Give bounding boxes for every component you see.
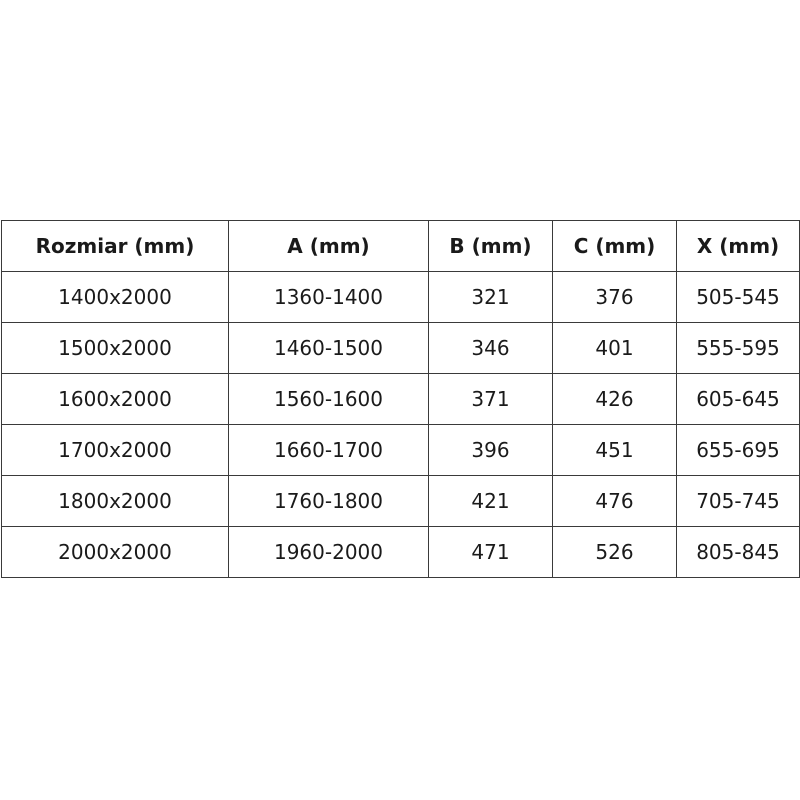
cell-x: 605-645 xyxy=(676,373,800,425)
cell-size: 1800x2000 xyxy=(1,475,229,527)
cell-a: 1560-1600 xyxy=(228,373,429,425)
cell-x: 805-845 xyxy=(676,526,800,578)
cell-size: 1500x2000 xyxy=(1,322,229,374)
header-row: Rozmiar (mm) A (mm) B (mm) C (mm) X (mm) xyxy=(1,220,800,272)
cell-b: 421 xyxy=(428,475,553,527)
table-row: 2000x2000 1960-2000 471 526 805-845 xyxy=(1,526,800,578)
header-c: C (mm) xyxy=(552,220,677,272)
cell-size: 2000x2000 xyxy=(1,526,229,578)
cell-size: 1600x2000 xyxy=(1,373,229,425)
cell-x: 705-745 xyxy=(676,475,800,527)
cell-c: 426 xyxy=(552,373,677,425)
header-b: B (mm) xyxy=(428,220,553,272)
cell-a: 1960-2000 xyxy=(228,526,429,578)
cell-size: 1700x2000 xyxy=(1,424,229,476)
header-a: A (mm) xyxy=(228,220,429,272)
cell-b: 371 xyxy=(428,373,553,425)
cell-x: 555-595 xyxy=(676,322,800,374)
table-row: 1700x2000 1660-1700 396 451 655-695 xyxy=(1,424,800,476)
table-row: 1600x2000 1560-1600 371 426 605-645 xyxy=(1,373,800,425)
header-size: Rozmiar (mm) xyxy=(1,220,229,272)
cell-c: 401 xyxy=(552,322,677,374)
cell-a: 1360-1400 xyxy=(228,271,429,323)
cell-c: 526 xyxy=(552,526,677,578)
table-row: 1400x2000 1360-1400 321 376 505-545 xyxy=(1,271,800,323)
cell-a: 1460-1500 xyxy=(228,322,429,374)
cell-size: 1400x2000 xyxy=(1,271,229,323)
dimensions-table: Rozmiar (mm) A (mm) B (mm) C (mm) X (mm)… xyxy=(1,220,800,578)
table-row: 1500x2000 1460-1500 346 401 555-595 xyxy=(1,322,800,374)
cell-a: 1660-1700 xyxy=(228,424,429,476)
cell-c: 451 xyxy=(552,424,677,476)
cell-c: 476 xyxy=(552,475,677,527)
table-row: 1800x2000 1760-1800 421 476 705-745 xyxy=(1,475,800,527)
cell-b: 471 xyxy=(428,526,553,578)
header-x: X (mm) xyxy=(676,220,800,272)
cell-b: 396 xyxy=(428,424,553,476)
cell-b: 321 xyxy=(428,271,553,323)
cell-c: 376 xyxy=(552,271,677,323)
cell-b: 346 xyxy=(428,322,553,374)
cell-a: 1760-1800 xyxy=(228,475,429,527)
cell-x: 505-545 xyxy=(676,271,800,323)
cell-x: 655-695 xyxy=(676,424,800,476)
